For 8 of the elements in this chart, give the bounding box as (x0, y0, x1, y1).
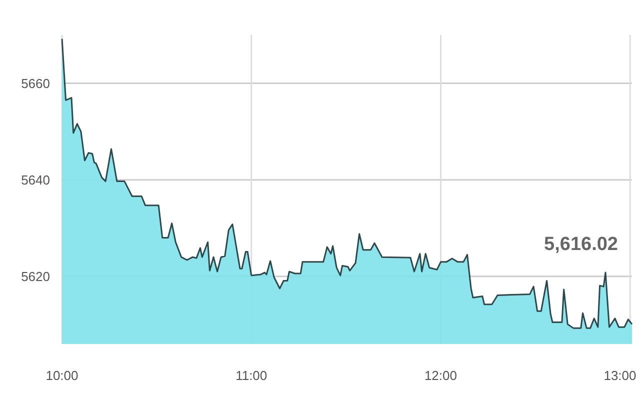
x-tick-label: 10:00 (46, 368, 78, 383)
annotation: 5,616.02 (544, 234, 618, 255)
x-tick-label: 11:00 (236, 368, 268, 383)
y-tick-label: 5640 (21, 172, 50, 188)
y-tick-label: 5620 (21, 268, 50, 284)
x-tick-label: 13:00 (604, 368, 636, 383)
x-tick-label: 12:00 (424, 368, 458, 383)
y-tick-label: 5660 (21, 76, 50, 91)
